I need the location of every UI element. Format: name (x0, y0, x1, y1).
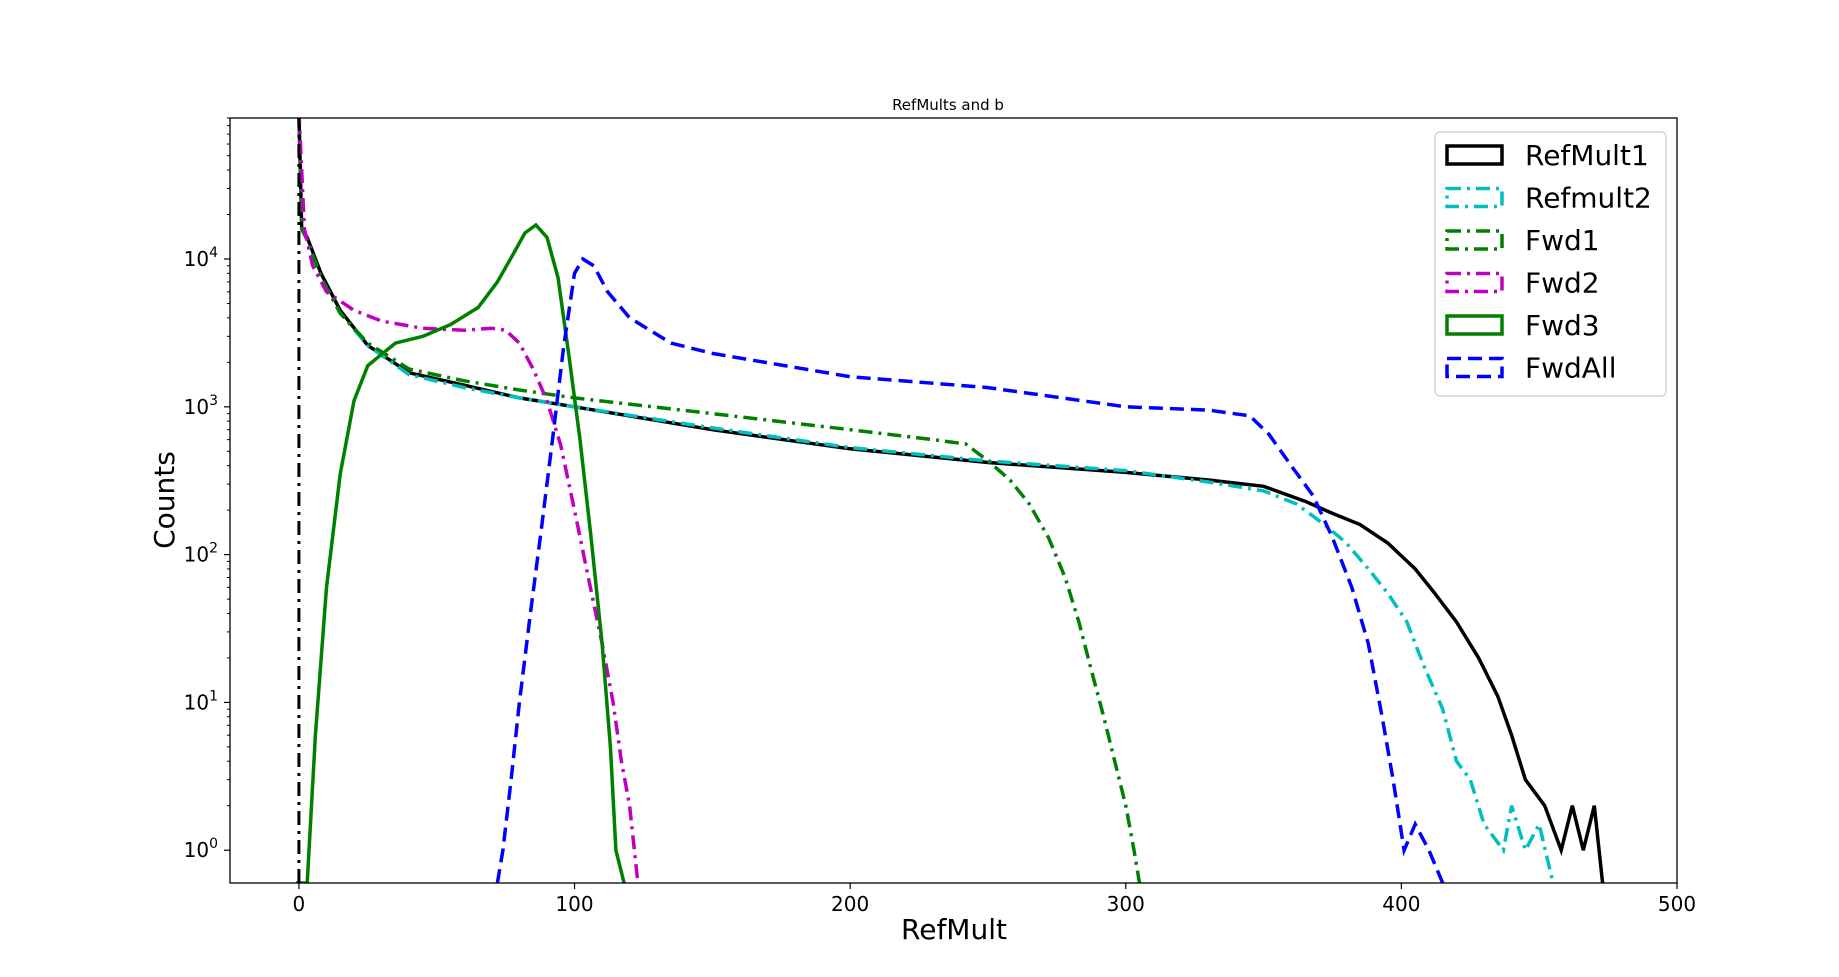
legend-label-fwd3: Fwd3 (1525, 309, 1600, 342)
legend-label-fwd1: Fwd1 (1525, 224, 1600, 257)
x-tick-label: 400 (1382, 892, 1420, 916)
legend-swatch-fwd3 (1445, 314, 1504, 336)
y-tick-label: 102 (184, 541, 218, 567)
series-line-fwd1 (297, 118, 1142, 883)
series-line-fwd3 (296, 222, 626, 883)
x-axis-title: RefMult (901, 913, 1007, 946)
legend-swatch-fwd2 (1445, 271, 1504, 294)
legend-label-refmult1: RefMult1 (1525, 139, 1649, 172)
legend-swatch-refmult2 (1445, 186, 1504, 209)
x-axis: 0 100 200 300 400 500 (293, 883, 1696, 916)
legend: RefMult1 Refmult2 Fwd1 Fwd2 Fwd3 FwdAll (1434, 131, 1667, 397)
y-axis: 100 101 102 103 104 (184, 117, 230, 862)
series-line-refmult2 (297, 118, 1555, 883)
y-tick-label: 104 (184, 245, 218, 271)
legend-swatch-fwdall (1445, 356, 1504, 379)
x-tick-label: 100 (555, 892, 593, 916)
y-tick-label: 101 (184, 688, 218, 714)
legend-label-refmult2: Refmult2 (1525, 182, 1652, 215)
series-line-fwdall (495, 256, 1445, 883)
y-axis-title: Counts (148, 451, 181, 549)
x-tick-label: 0 (293, 892, 306, 916)
y-tick-label: 100 (184, 836, 218, 862)
series-line-fwd2 (297, 118, 640, 883)
legend-label-fwdall: FwdAll (1525, 352, 1617, 385)
x-tick-label: 200 (831, 892, 869, 916)
legend-swatch-fwd1 (1445, 229, 1504, 251)
y-tick-label: 103 (184, 393, 218, 419)
legend-label-fwd2: Fwd2 (1525, 267, 1600, 300)
series-group (296, 118, 1605, 883)
legend-box (1434, 131, 1667, 397)
plot-frame (229, 117, 1678, 884)
x-tick-label: 300 (1107, 892, 1145, 916)
legend-swatch-refmult1 (1445, 144, 1504, 166)
chart-title: RefMults and b (892, 96, 1004, 114)
x-tick-label: 500 (1658, 892, 1696, 916)
